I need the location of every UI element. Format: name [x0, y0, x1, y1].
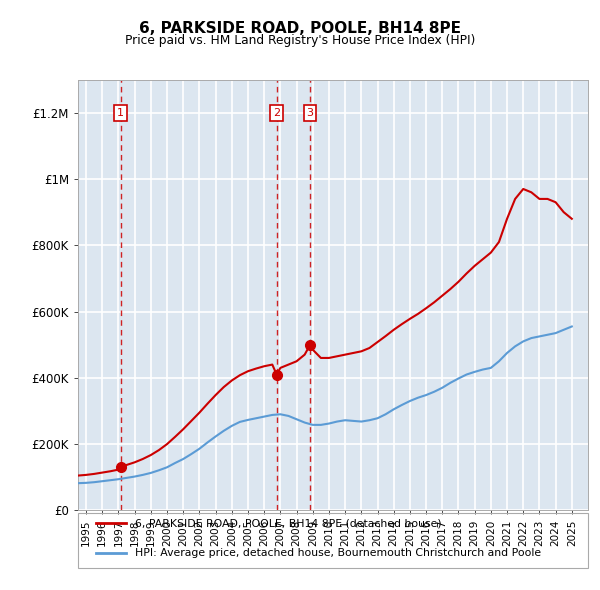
Text: 1: 1: [117, 108, 124, 118]
Text: 2: 2: [273, 108, 280, 118]
Text: Price paid vs. HM Land Registry's House Price Index (HPI): Price paid vs. HM Land Registry's House …: [125, 34, 475, 47]
Text: 6, PARKSIDE ROAD, POOLE, BH14 8PE: 6, PARKSIDE ROAD, POOLE, BH14 8PE: [139, 21, 461, 35]
Text: 6, PARKSIDE ROAD, POOLE, BH14 8PE (detached house): 6, PARKSIDE ROAD, POOLE, BH14 8PE (detac…: [135, 518, 442, 528]
Text: HPI: Average price, detached house, Bournemouth Christchurch and Poole: HPI: Average price, detached house, Bour…: [135, 548, 541, 558]
Text: 3: 3: [307, 108, 314, 118]
